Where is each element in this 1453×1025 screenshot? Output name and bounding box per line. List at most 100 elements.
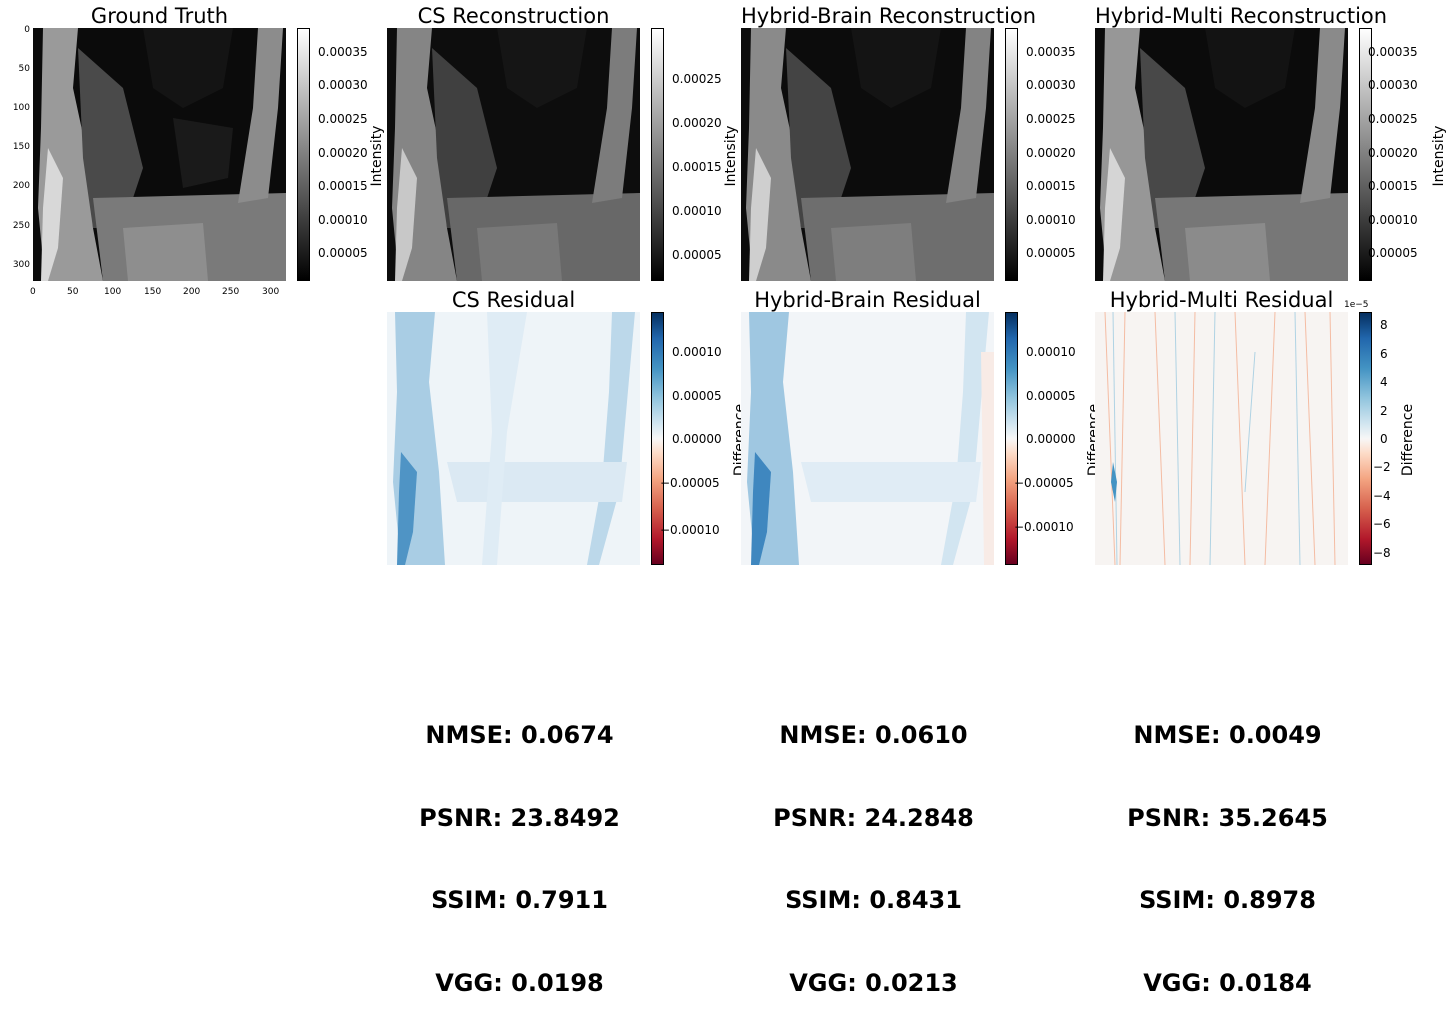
colorbar-tick: 0.00015 (672, 160, 722, 174)
colorbar-tick: −4 (1373, 489, 1391, 503)
psnr-value: PSNR: 35.2645 (1127, 803, 1328, 832)
colorbar-tick: −2 (1373, 460, 1391, 474)
vgg-value: VGG: 0.0198 (435, 968, 604, 997)
colorbar-tick: 6 (1380, 347, 1388, 361)
hybrid-multi-residual-colorbar-offset: 1e−5 (1344, 300, 1369, 310)
colorbar-tick: 4 (1380, 375, 1388, 389)
colorbar-tick: 0.00020 (1368, 146, 1418, 160)
colorbar-tick: 0.00005 (318, 246, 368, 260)
colorbar-tick: 0.00025 (1026, 112, 1076, 126)
vgg-value: VGG: 0.0184 (1143, 968, 1312, 997)
colorbar-tick: 0 (1380, 432, 1388, 446)
hybrid-brain-reconstruction-image (741, 28, 994, 281)
colorbar-tick: 0.00010 (318, 213, 368, 227)
ssim-value: SSIM: 0.8431 (785, 886, 962, 914)
colorbar-tick: 0.00035 (1368, 45, 1418, 59)
colorbar-tick: 0.00035 (1026, 45, 1076, 59)
x-tick: 300 (262, 287, 280, 297)
ground-truth-title: Ground Truth (90, 4, 229, 28)
colorbar-tick: 2 (1380, 404, 1388, 418)
hybrid-brain-reconstruction-colorbar (1005, 28, 1018, 281)
hybrid-brain-reconstruction-colorbar-label: Intensity (723, 125, 739, 187)
hybrid-multi-reconstruction-image (1095, 28, 1348, 281)
colorbar-tick: 0.00030 (318, 78, 368, 92)
hybrid-brain-residual-title: Hybrid-Brain Residual (754, 288, 981, 312)
colorbar-tick: 0.00010 (672, 204, 722, 218)
psnr-value: PSNR: 24.2848 (773, 803, 974, 832)
cs-reconstruction-title: CS Reconstruction (417, 4, 610, 28)
y-tick: 150 (12, 142, 30, 152)
vgg-value: VGG: 0.0213 (789, 968, 958, 997)
ssim-value: SSIM: 0.7911 (431, 886, 608, 914)
colorbar-tick: 0.00005 (1026, 246, 1076, 260)
colorbar-tick: −0.00005 (660, 476, 720, 490)
cs-reconstruction-colorbar-label: Intensity (369, 125, 385, 187)
colorbar-tick: 0.00025 (672, 72, 722, 86)
colorbar-tick: 0.00035 (318, 45, 368, 59)
ssim-value: SSIM: 0.8978 (1139, 886, 1316, 914)
cs-residual-title: CS Residual (451, 288, 576, 312)
x-tick: 200 (183, 287, 201, 297)
colorbar-tick: 0.00030 (1368, 78, 1418, 92)
y-tick: 50 (18, 64, 30, 74)
colorbar-tick: −0.00010 (660, 523, 720, 537)
colorbar-tick: 0.00015 (318, 179, 368, 193)
colorbar-tick: 0.00005 (672, 389, 722, 403)
y-tick: 200 (12, 181, 30, 191)
cs-reconstruction-image (387, 28, 640, 281)
colorbar-tick: 8 (1380, 318, 1388, 332)
x-tick: 100 (104, 287, 122, 297)
colorbar-tick: 0.00020 (1026, 146, 1076, 160)
nmse-value: NMSE: 0.0049 (1133, 721, 1322, 749)
hybrid-multi-residual-title: Hybrid-Multi Residual (1109, 288, 1334, 312)
y-tick: 100 (12, 103, 30, 113)
colorbar-tick: −6 (1373, 517, 1391, 531)
hybrid-brain-metrics: NMSE: 0.0610 PSNR: 24.2848 SSIM: 0.8431 … (741, 667, 1006, 1025)
cs-residual-colorbar (651, 312, 664, 565)
nmse-value: NMSE: 0.0674 (425, 721, 614, 749)
x-tick: 250 (222, 287, 240, 297)
colorbar-tick: 0.00020 (672, 116, 722, 130)
ground-truth-image (33, 28, 286, 281)
x-tick: 0 (30, 287, 36, 297)
hybrid-brain-residual-image (741, 312, 994, 565)
colorbar-tick: 0.00000 (1026, 432, 1076, 446)
colorbar-tick: −0.00010 (1014, 520, 1074, 534)
colorbar-tick: 0.00010 (1368, 213, 1418, 227)
colorbar-tick: 0.00015 (1368, 179, 1418, 193)
hybrid-multi-reconstruction-colorbar (1359, 28, 1372, 281)
colorbar-tick: 0.00025 (1368, 112, 1418, 126)
x-tick: 50 (67, 287, 79, 297)
colorbar-tick: 0.00030 (1026, 78, 1076, 92)
colorbar-tick: 0.00000 (672, 432, 722, 446)
hybrid-multi-reconstruction-title: Hybrid-Multi Reconstruction (1095, 4, 1388, 28)
colorbar-tick: 0.00005 (672, 248, 722, 262)
hybrid-multi-residual-image (1095, 312, 1348, 565)
psnr-value: PSNR: 23.8492 (419, 803, 620, 832)
y-tick: 0 (24, 25, 30, 35)
nmse-value: NMSE: 0.0610 (779, 721, 968, 749)
hybrid-brain-residual-colorbar (1005, 312, 1018, 565)
cs-reconstruction-colorbar (651, 28, 664, 281)
hybrid-multi-residual-colorbar-label: Difference (1400, 403, 1416, 477)
hybrid-brain-reconstruction-title: Hybrid-Brain Reconstruction (741, 4, 1037, 28)
colorbar-tick: 0.00025 (318, 112, 368, 126)
colorbar-tick: 0.00020 (318, 146, 368, 160)
y-tick: 250 (12, 221, 30, 231)
colorbar-tick: 0.00010 (1026, 213, 1076, 227)
ground-truth-colorbar (297, 28, 310, 281)
y-tick: 300 (12, 260, 30, 270)
x-tick: 150 (144, 287, 162, 297)
hybrid-multi-reconstruction-colorbar-label: Intensity (1431, 125, 1447, 187)
cs-residual-image (387, 312, 640, 565)
colorbar-tick: 0.00010 (1026, 345, 1076, 359)
colorbar-tick: 0.00005 (1026, 389, 1076, 403)
colorbar-tick: 0.00015 (1026, 179, 1076, 193)
cs-metrics: NMSE: 0.0674 PSNR: 23.8492 SSIM: 0.7911 … (387, 667, 652, 1025)
colorbar-tick: 0.00005 (1368, 246, 1418, 260)
hybrid-multi-residual-colorbar (1359, 312, 1372, 565)
colorbar-tick: −0.00005 (1014, 476, 1074, 490)
hybrid-multi-metrics: NMSE: 0.0049 PSNR: 35.2645 SSIM: 0.8978 … (1095, 667, 1360, 1025)
colorbar-tick: −8 (1373, 546, 1391, 560)
colorbar-tick: 0.00010 (672, 345, 722, 359)
